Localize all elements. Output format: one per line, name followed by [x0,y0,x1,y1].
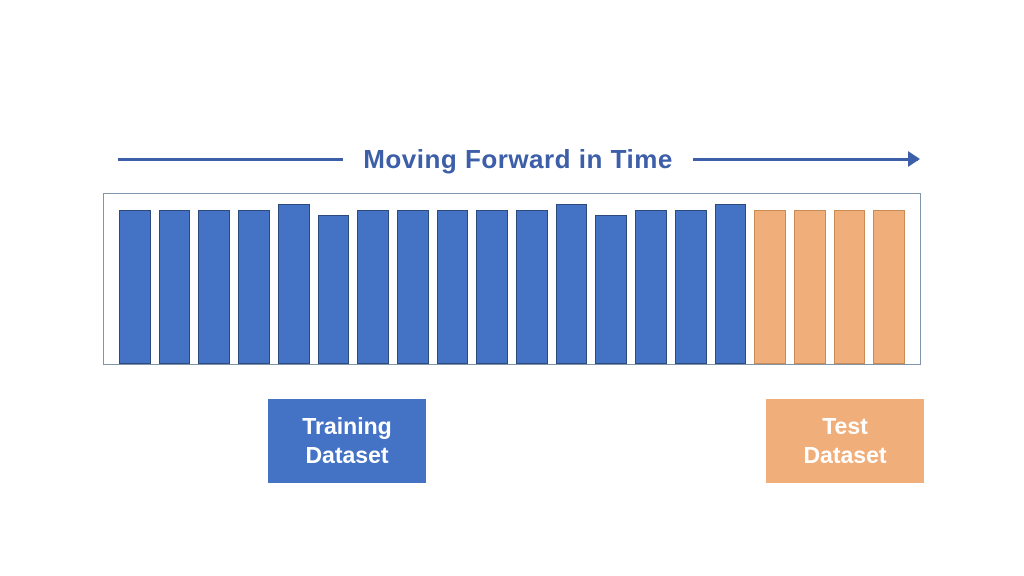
bar-train-15[interactable] [675,210,707,364]
bar-test-3[interactable] [834,210,866,364]
bar-test-4[interactable] [873,210,905,364]
bar-train-12[interactable] [556,204,588,364]
bar-train-6[interactable] [318,215,350,364]
timeline-arrow-left-segment [118,158,343,161]
bar-train-2[interactable] [159,210,191,364]
bar-test-2[interactable] [794,210,826,364]
timeline-arrow-right-segment[interactable] [693,158,918,161]
bar-train-8[interactable] [397,210,429,364]
bar-train-16[interactable] [715,204,747,364]
bar-train-10[interactable] [476,210,508,364]
title-text: Moving Forward in Time [357,144,679,175]
bars-container [103,193,921,365]
legend-training-label: Training Dataset [302,412,391,470]
bar-train-7[interactable] [357,210,389,364]
legend-test-label: Test Dataset [803,412,886,470]
bar-train-1[interactable] [119,210,151,364]
bar-train-14[interactable] [635,210,667,364]
bar-train-4[interactable] [238,210,270,364]
bar-train-9[interactable] [437,210,469,364]
bar-train-5[interactable] [278,204,310,364]
legend-training-dataset[interactable]: Training Dataset [268,399,426,483]
legend-test-dataset[interactable]: Test Dataset [766,399,924,483]
bar-train-3[interactable] [198,210,230,364]
diagram-scene: Moving Forward in Time Training Dataset [0,0,1024,576]
bar-train-11[interactable] [516,210,548,364]
title-row: Moving Forward in Time [118,145,918,173]
bar-train-13[interactable] [595,215,627,364]
bar-test-1[interactable] [754,210,786,364]
